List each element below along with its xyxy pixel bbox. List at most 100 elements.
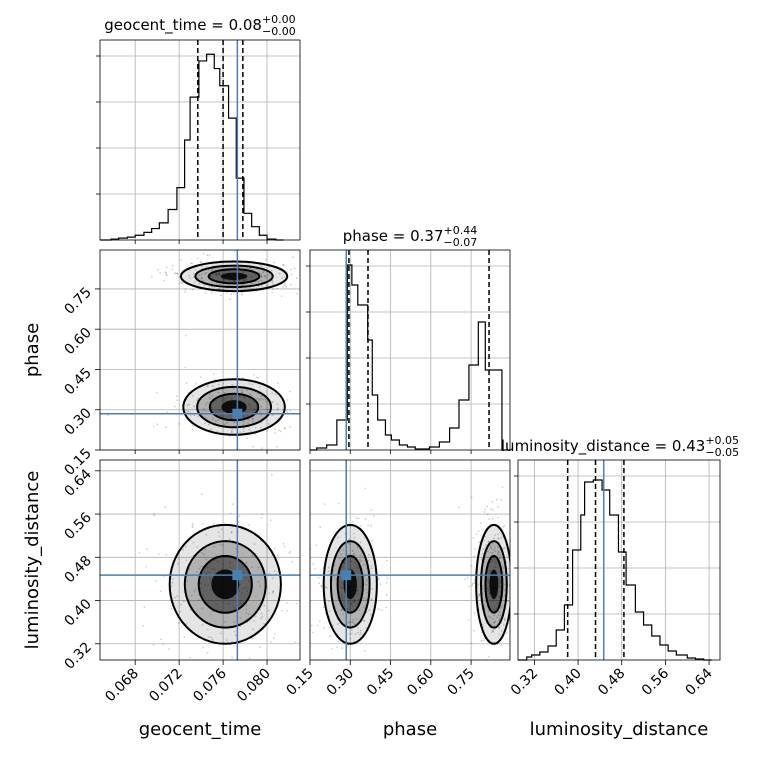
sample-point: [157, 553, 160, 555]
x-tick-label-luminosity_distance: 0.48: [595, 666, 628, 699]
sample-point: [204, 422, 206, 425]
sample-point: [193, 272, 195, 275]
sample-point: [498, 581, 501, 583]
sample-point: [258, 398, 261, 400]
truth-marker: [341, 570, 352, 581]
sample-point: [233, 280, 235, 282]
sample-point: [328, 600, 330, 603]
x-tick-label-geocent_time: 0.080: [234, 666, 274, 706]
sample-point: [176, 595, 179, 598]
truth-marker: [232, 408, 243, 419]
sample-point: [372, 515, 375, 517]
sample-point: [210, 589, 213, 592]
sample-point: [202, 252, 205, 255]
sample-point: [191, 428, 194, 431]
sample-point: [494, 558, 497, 561]
contours-phase-luminosity_distance: [322, 523, 510, 645]
sample-point: [271, 291, 273, 294]
sample-point: [218, 272, 221, 274]
sample-point: [224, 397, 226, 400]
sample-point: [487, 590, 489, 592]
sample-point: [242, 420, 245, 423]
title-minus: −0.05: [705, 446, 739, 459]
sample-point: [294, 641, 296, 643]
sample-point: [178, 622, 180, 624]
sample-point: [274, 393, 277, 396]
sample-point: [107, 414, 110, 416]
sample-point: [266, 274, 269, 277]
sample-point: [497, 546, 499, 549]
sample-point: [282, 264, 284, 267]
sample-point: [254, 615, 257, 618]
sample-point: [489, 569, 492, 572]
x-tick-label-geocent_time: 0.068: [102, 666, 142, 706]
sample-point: [498, 633, 501, 636]
sample-point: [238, 515, 241, 518]
sample-point: [472, 537, 475, 539]
sample-point: [233, 630, 236, 633]
sample-point: [185, 382, 188, 384]
sample-point: [231, 383, 234, 386]
sample-point: [193, 405, 195, 408]
sample-point: [231, 280, 233, 283]
title-plus: +0.44: [444, 224, 478, 237]
sample-point: [511, 605, 513, 607]
sample-point: [192, 395, 194, 397]
sample-point: [492, 628, 494, 631]
sample-point: [249, 287, 252, 290]
sample-point: [281, 277, 283, 280]
sample-point: [507, 600, 510, 603]
sample-point: [247, 422, 250, 424]
sample-point: [377, 577, 380, 580]
sample-point: [271, 577, 274, 580]
sample-point: [497, 551, 500, 554]
sample-point: [250, 282, 253, 285]
sample-point: [209, 397, 212, 400]
sample-point: [276, 409, 278, 412]
sample-point: [357, 598, 360, 601]
sample-point: [337, 640, 340, 643]
sample-point: [217, 419, 219, 422]
sample-point: [243, 397, 246, 399]
sample-point: [241, 592, 244, 594]
sample-point: [195, 382, 198, 385]
sample-point: [163, 279, 166, 282]
sample-point: [363, 619, 366, 622]
sample-point: [264, 276, 267, 279]
sample-point: [164, 271, 167, 273]
sample-point: [189, 671, 191, 673]
sample-point: [263, 622, 265, 625]
contour-line-1: [196, 385, 272, 429]
sample-point: [159, 590, 162, 592]
sample-point: [188, 568, 191, 570]
sample-point: [178, 282, 181, 285]
sample-point: [503, 624, 505, 626]
sample-point: [196, 546, 198, 548]
sample-point: [363, 606, 366, 609]
sample-point: [277, 554, 279, 557]
sample-point: [271, 401, 273, 403]
sample-point: [221, 568, 223, 570]
panel-frame-phase: [309, 249, 511, 451]
sample-point: [305, 409, 307, 411]
sample-point: [217, 383, 220, 386]
sample-point: [191, 524, 194, 527]
sample-point: [180, 282, 183, 285]
sample-point: [487, 550, 489, 553]
sample-point: [249, 267, 251, 270]
title-plus: +0.05: [705, 434, 739, 447]
sample-point: [365, 598, 368, 601]
sample-point: [210, 270, 213, 272]
contour-line-2: [208, 392, 260, 422]
sample-point: [184, 334, 187, 337]
sample-point: [349, 525, 352, 528]
sample-point: [189, 414, 192, 417]
histogram-layer: [100, 53, 712, 661]
contour-layer: [168, 260, 510, 645]
sample-point: [205, 558, 208, 561]
title-minus: −0.07: [444, 236, 478, 249]
sample-point: [209, 613, 212, 616]
sample-point: [203, 407, 206, 410]
sample-point: [381, 608, 383, 611]
